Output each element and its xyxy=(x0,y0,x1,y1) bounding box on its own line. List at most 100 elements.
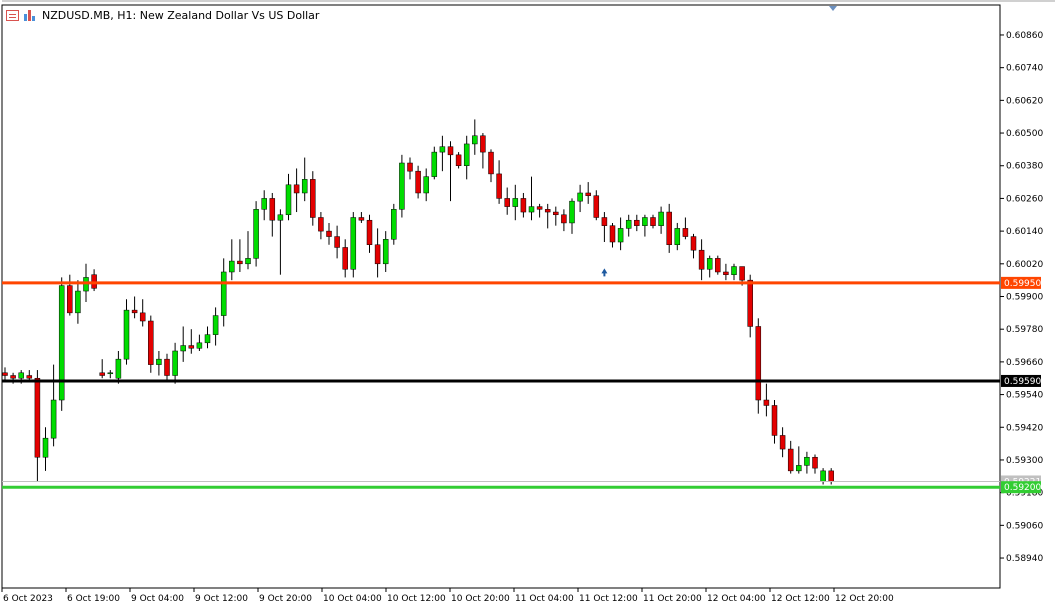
candle-body xyxy=(245,258,251,265)
candle-body xyxy=(415,170,421,194)
candle-body xyxy=(779,435,786,450)
candle-body xyxy=(50,399,57,439)
candle-body xyxy=(544,209,551,213)
candle-body xyxy=(220,271,227,316)
price-axis-label: 0.60140 xyxy=(1006,227,1043,237)
candle-body xyxy=(472,135,478,145)
price-axis-label: 0.59540 xyxy=(1006,391,1043,401)
arrow-up-icon xyxy=(601,268,608,277)
time-axis-label: 9 Oct 12:00 xyxy=(195,594,248,602)
candle-body xyxy=(739,266,745,281)
resistance-line-label-box xyxy=(1001,276,1041,289)
candle-body xyxy=(723,271,729,275)
candle-body xyxy=(634,219,640,226)
candle-body xyxy=(204,334,211,344)
candle-body xyxy=(431,151,438,177)
chart-settings-icon[interactable] xyxy=(6,9,19,21)
candle-body xyxy=(399,162,405,210)
candle-body xyxy=(447,146,454,156)
plot-frame xyxy=(1,4,1001,589)
candle-body xyxy=(293,184,300,194)
candle-body xyxy=(771,405,778,436)
triangle-down-icon[interactable] xyxy=(829,6,837,11)
candle-body xyxy=(212,315,219,335)
candle-body xyxy=(820,470,826,483)
price-axis-label: 0.60620 xyxy=(1006,96,1043,106)
time-axis-label: 9 Oct 04:00 xyxy=(131,594,184,602)
candle-body xyxy=(407,162,413,172)
pivot-line-label-box xyxy=(1001,374,1041,387)
price-axis-label: 0.59180 xyxy=(1006,489,1043,499)
time-axis-label: 11 Oct 12:00 xyxy=(579,594,638,602)
time-axis-label: 12 Oct 12:00 xyxy=(771,594,830,602)
time-axis-label: 6 Oct 2023 xyxy=(3,594,53,602)
candle-body xyxy=(658,211,664,226)
price-axis-label: 0.59420 xyxy=(1006,423,1043,433)
candle-body xyxy=(115,358,122,379)
candle-body xyxy=(342,247,348,270)
price-axis-label: 0.59660 xyxy=(1006,358,1043,368)
candle-body xyxy=(439,146,446,153)
candle-body xyxy=(520,198,527,213)
candle-body xyxy=(2,372,8,376)
candle-body xyxy=(42,437,49,458)
candle-body xyxy=(528,206,535,213)
candle-body xyxy=(350,217,357,270)
candle-body xyxy=(277,214,284,221)
candle-body xyxy=(358,217,365,221)
candle-body xyxy=(731,266,737,275)
candle-body xyxy=(229,260,235,273)
candle-body xyxy=(123,309,130,360)
candle-body xyxy=(463,143,470,166)
candle-body xyxy=(674,228,681,245)
candle-body xyxy=(237,260,243,265)
candle-body xyxy=(553,211,559,216)
candle-body xyxy=(269,198,276,221)
time-axis-label: 11 Oct 04:00 xyxy=(515,594,574,602)
candle-body xyxy=(26,375,33,379)
candle-body xyxy=(755,326,762,401)
candle-body xyxy=(666,211,672,245)
support-line-label-box xyxy=(1001,481,1041,494)
candle-body xyxy=(812,456,818,469)
candle-body xyxy=(804,456,810,466)
candle-body xyxy=(601,217,608,226)
candle-body xyxy=(131,309,138,314)
candle-body xyxy=(318,217,324,232)
chart-title: NZDUSD.MB, H1: New Zealand Dollar Vs US … xyxy=(42,8,320,22)
candle-body xyxy=(326,230,332,237)
candle-body xyxy=(625,219,632,229)
price-axis-label: 0.60380 xyxy=(1006,162,1043,172)
candle-body xyxy=(75,290,81,314)
time-axis-label: 12 Oct 04:00 xyxy=(707,594,766,602)
candle-body xyxy=(67,285,73,314)
candle-body xyxy=(334,236,340,248)
price-axis-label: 0.58940 xyxy=(1006,554,1043,564)
price-axis-label: 0.60740 xyxy=(1006,64,1043,74)
price-axis-label: 0.59780 xyxy=(1006,325,1043,335)
price-axis-label: 0.59900 xyxy=(1006,293,1043,303)
price-axis-label: 0.59300 xyxy=(1006,456,1043,466)
chart-title-bar: NZDUSD.MB, H1: New Zealand Dollar Vs US … xyxy=(0,4,1000,26)
candle-body xyxy=(285,184,292,216)
candle-body xyxy=(569,200,575,224)
candle-body xyxy=(99,372,105,376)
candle-body xyxy=(148,320,154,365)
resistance-line-label: 0.59950 xyxy=(1004,279,1041,289)
candle-body xyxy=(423,176,429,194)
time-axis-label: 9 Oct 20:00 xyxy=(259,594,312,602)
candle-body xyxy=(496,173,502,199)
candle-body xyxy=(139,312,146,322)
candle-body xyxy=(536,206,543,210)
bar-chart-icon[interactable] xyxy=(24,9,37,21)
candle-body xyxy=(706,258,713,270)
candle-body xyxy=(715,258,721,273)
price-axis-label: 0.60860 xyxy=(1006,31,1043,41)
time-axis-label: 12 Oct 20:00 xyxy=(835,594,894,602)
candle-body xyxy=(18,372,24,379)
candle-body xyxy=(480,135,486,153)
candle-body xyxy=(585,192,591,196)
time-axis-label: 10 Oct 20:00 xyxy=(451,594,510,602)
